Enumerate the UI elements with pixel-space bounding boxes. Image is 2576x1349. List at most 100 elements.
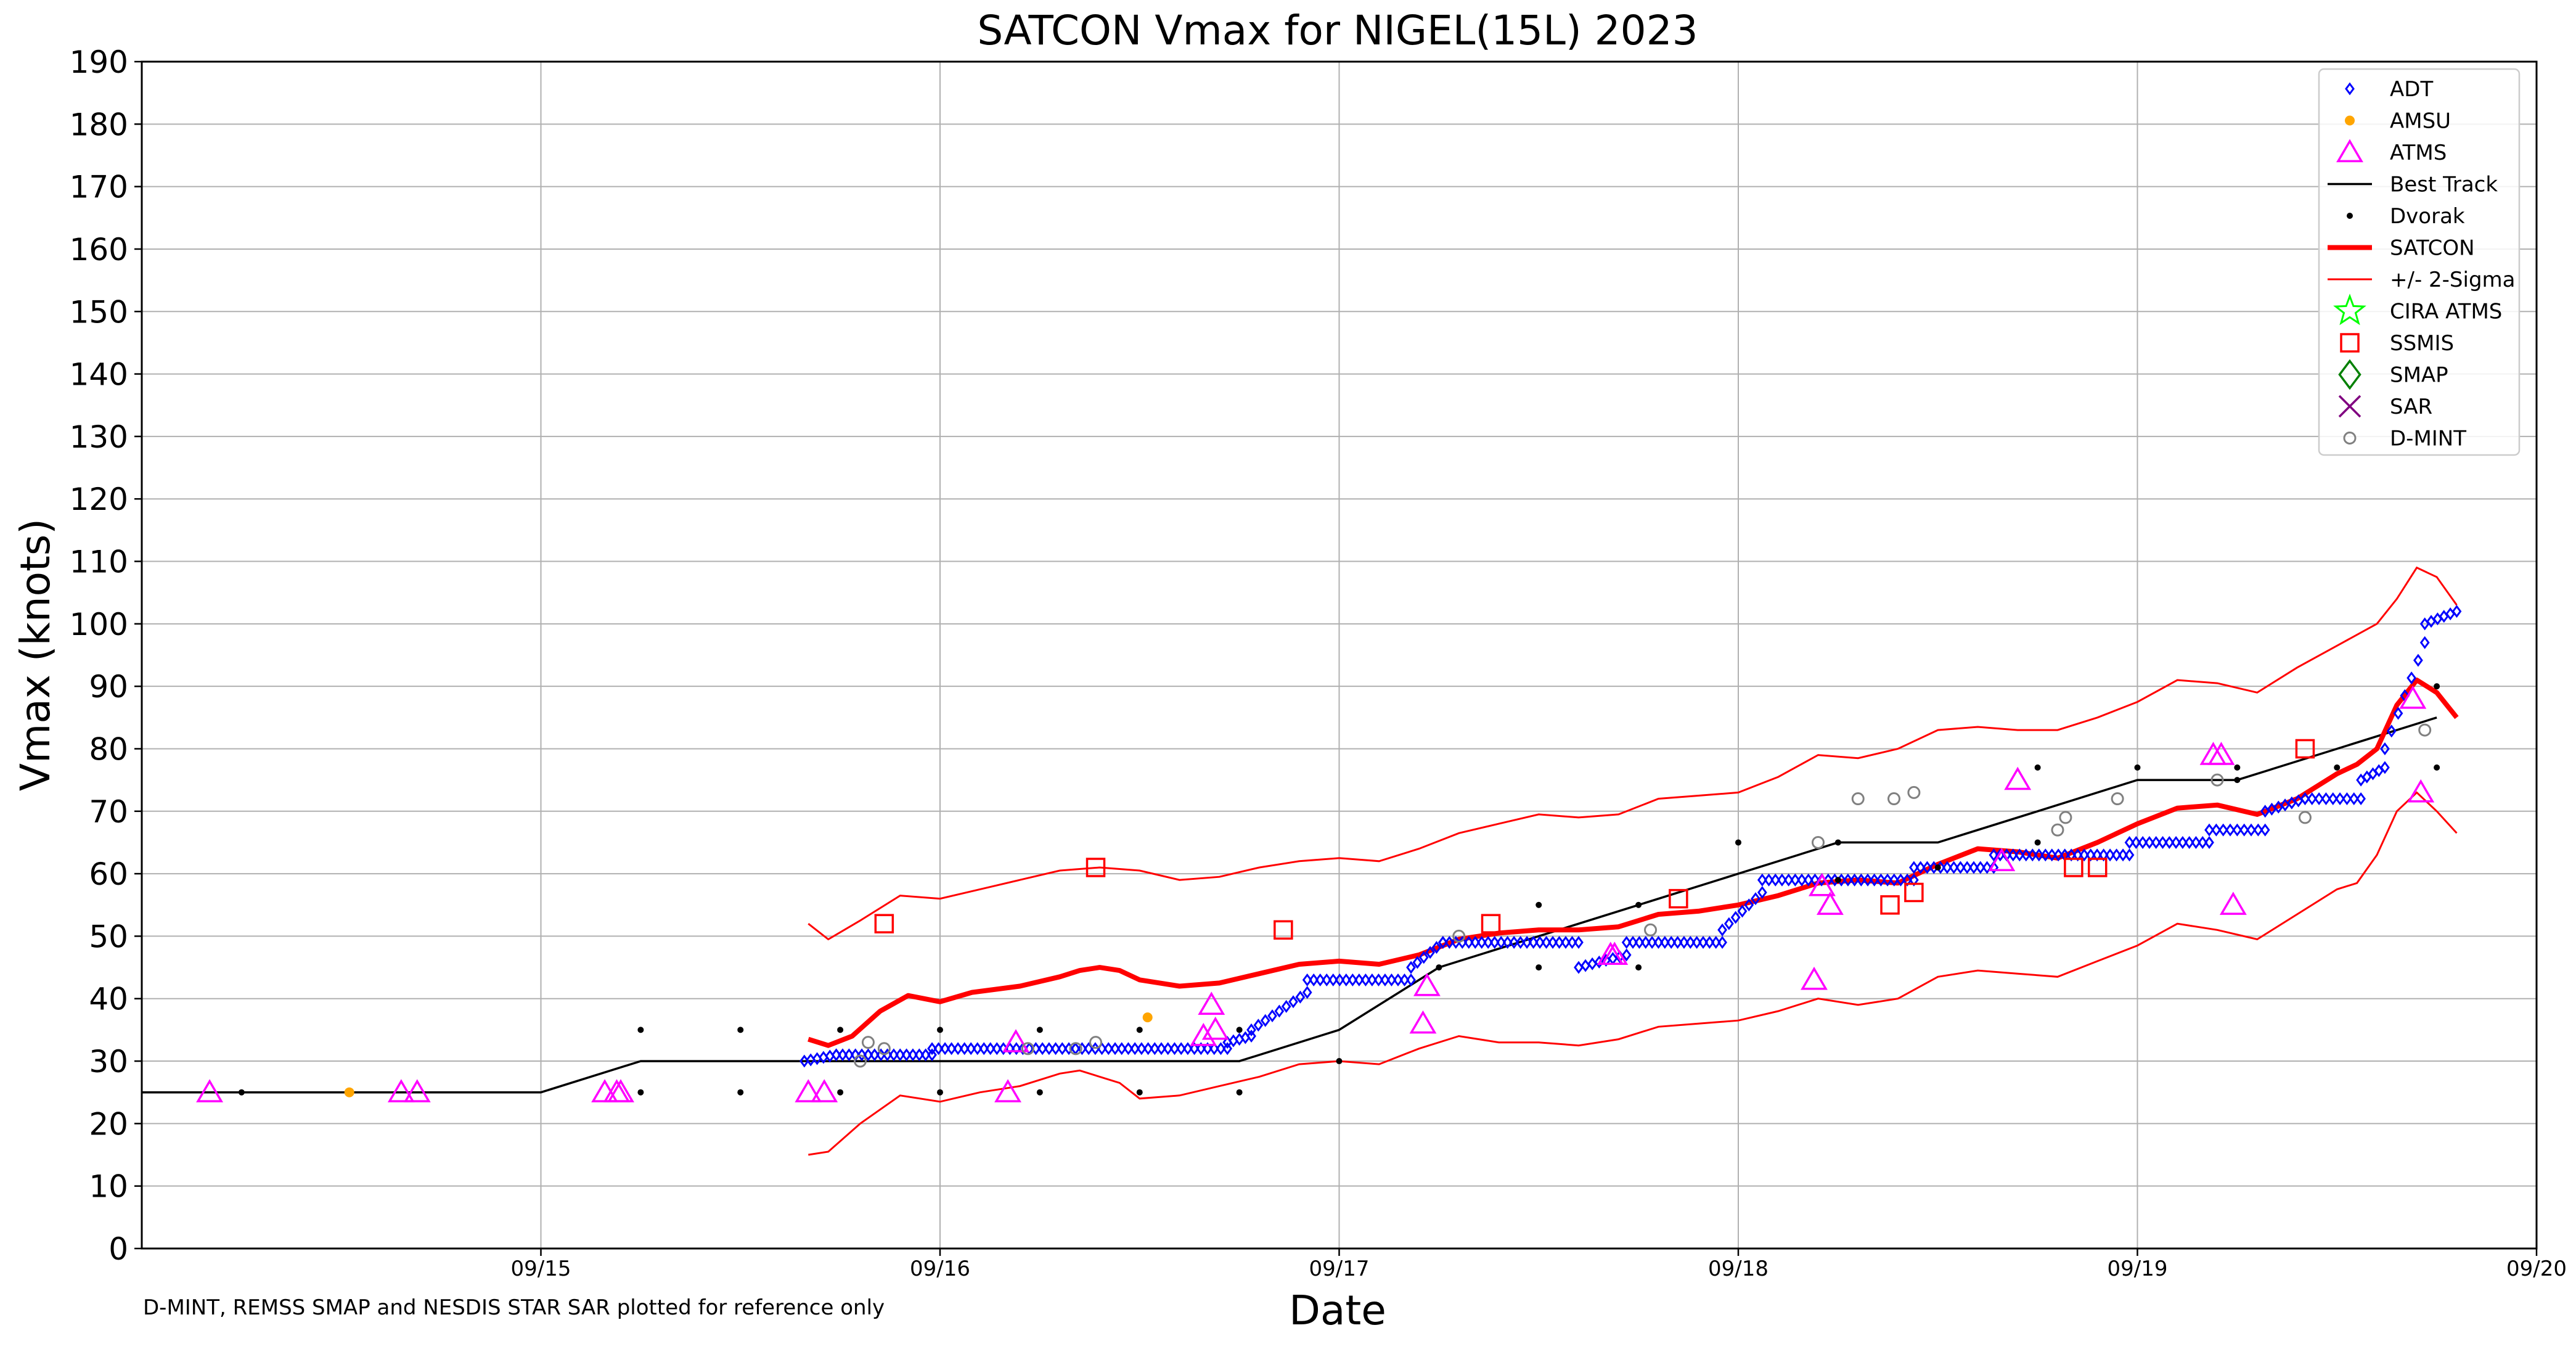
x-axis-ticks: 09/15 09/16 09/17 09/18 09/19 09/20 (511, 1249, 2567, 1281)
atms-point (1816, 892, 1844, 915)
adt-point (2246, 823, 2256, 837)
adt-point (2021, 848, 2031, 862)
dvorak-point (1236, 1027, 1243, 1033)
legend-marker (2345, 82, 2355, 96)
adt-point (2356, 792, 2366, 806)
y-tick-label: 150 (70, 294, 128, 330)
adt-point (857, 1048, 867, 1062)
adt-point (2232, 823, 2243, 837)
legend-label: SATCON (2390, 236, 2475, 261)
x-tick-label: 09/20 (2506, 1257, 2567, 1281)
dmint-point (1021, 1042, 1034, 1056)
x-tick-label: 09/18 (1708, 1257, 1768, 1281)
adt-point (1253, 1019, 1264, 1032)
adt-point (2040, 848, 2051, 862)
adt-point (1704, 936, 1715, 949)
adt-point (2225, 823, 2235, 837)
legend-entry: Best Track (2328, 173, 2498, 197)
adt-point (1737, 904, 1748, 918)
adt-point (2406, 671, 2416, 685)
y-tick-label: 50 (89, 919, 128, 954)
y-tick-label: 170 (70, 170, 128, 205)
adt-point (2380, 742, 2390, 755)
sigma-upper-line (808, 566, 2458, 941)
adt-point (1406, 961, 1416, 974)
adt-point (1982, 861, 1992, 874)
adt-point (1463, 936, 1474, 949)
adt-point (2300, 792, 2310, 806)
adt-point (1621, 936, 1632, 949)
dmint-point (1812, 835, 1825, 849)
dmint-point (854, 1054, 867, 1068)
adt-point (2419, 636, 2430, 649)
legend-entry: SAR (2338, 395, 2432, 419)
adt-point (1909, 861, 1919, 874)
adt-point (1948, 861, 1959, 874)
adt-point (1412, 956, 1423, 969)
dvorak-point (837, 1027, 844, 1033)
adt-point (1476, 936, 1487, 949)
atms-point (1801, 966, 1828, 990)
adt-point (1315, 973, 1325, 986)
dvorak-point (238, 1089, 245, 1096)
ssmis-point (1904, 882, 1924, 903)
adt-point (1876, 873, 1886, 887)
adt-point (1969, 861, 1979, 874)
legend-marker (2338, 359, 2361, 390)
adt-point (2198, 835, 2208, 849)
adt-point (953, 1042, 963, 1056)
dmint-point (1069, 1042, 1082, 1056)
atms-point (1809, 872, 1836, 896)
legend-label: ATMS (2390, 141, 2447, 165)
legend-marker (2336, 139, 2363, 163)
adt-point (1869, 873, 1879, 887)
adt-point (1267, 1009, 1277, 1023)
legend-marker (2347, 213, 2353, 219)
adt-point (2218, 823, 2228, 837)
adt-point (1621, 948, 1632, 962)
adt-point (1502, 936, 1513, 949)
adt-layer (799, 605, 2462, 1068)
legend-box (2318, 68, 2521, 456)
legend-entry: +/- 2-Sigma (2328, 268, 2516, 292)
atms-point (1201, 1016, 1229, 1040)
ssmis-layer (874, 739, 2315, 940)
atms-point (1198, 991, 1225, 1015)
y-tick-label: 190 (70, 44, 128, 80)
adt-point (1724, 917, 1734, 930)
dvorak-point (737, 1027, 744, 1033)
dvorak-point (1036, 1027, 1043, 1033)
ssmis-point (2064, 858, 2083, 877)
x-tick-label: 09/16 (910, 1257, 970, 1281)
legend-entry: SSMIS (2340, 331, 2454, 356)
dmint-point (2111, 792, 2124, 806)
y-tick-label: 60 (89, 856, 128, 892)
amsu-point (1142, 1012, 1153, 1023)
x-tick-label: 09/19 (2108, 1257, 2168, 1281)
adt-point (1373, 973, 1384, 986)
adt-point (1246, 1023, 1256, 1036)
adt-point (2321, 792, 2331, 806)
atms-point (1002, 1029, 1029, 1052)
adt-point (1691, 936, 1702, 949)
adt-point (1110, 1042, 1120, 1056)
adt-point (1843, 873, 1853, 887)
adt-point (1418, 951, 1429, 964)
adt-point (1679, 936, 1689, 949)
legend-entry: SMAP (2338, 359, 2448, 390)
adt-point (2053, 848, 2064, 862)
legend-label: ADT (2390, 77, 2433, 102)
adt-point (1535, 936, 1545, 949)
adt-point (1393, 973, 1403, 986)
dvorak-point (2334, 764, 2341, 771)
adt-point (2079, 848, 2090, 862)
legend-entry: D-MINT (2343, 427, 2466, 451)
ssmis-point (1274, 920, 1293, 940)
legend-marker (2333, 293, 2366, 326)
adt-point (1717, 936, 1727, 949)
dmint-point (1452, 929, 1466, 943)
adt-point (1037, 1042, 1047, 1056)
adt-point (2171, 835, 2181, 849)
adt-point (1634, 936, 1645, 949)
